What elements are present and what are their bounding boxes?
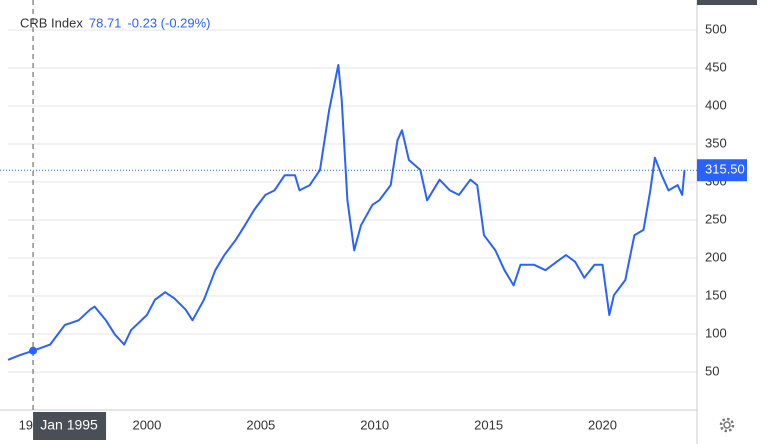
chart-title: CRB Index	[20, 15, 83, 30]
price-line	[7, 64, 686, 361]
settings-icon[interactable]	[719, 417, 735, 433]
crosshair-dot	[29, 346, 38, 355]
crosshair-x-box	[33, 412, 107, 440]
crosshair-x-label: Jan 1995	[40, 417, 98, 433]
y-tick-label: 400	[705, 97, 727, 112]
last-value-box	[697, 159, 747, 182]
crosshair-y-box	[697, 0, 757, 6]
last-value-label: 315.50	[705, 162, 745, 177]
y-tick-label: 350	[705, 135, 727, 150]
x-tick-label: 2000	[132, 417, 161, 432]
price-change: -0.23 (-0.29%)	[127, 15, 210, 30]
header: CRB Index 78.71 -0.23 (-0.29%)	[20, 15, 211, 30]
x-tick-label: 2010	[360, 417, 389, 432]
y-tick-label: 50	[705, 363, 719, 378]
y-tick-label: 250	[705, 211, 727, 226]
y-tick-label: 200	[705, 249, 727, 264]
y-tick-label: 450	[705, 59, 727, 74]
x-tick-label: 2005	[246, 417, 275, 432]
y-tick-label: 500	[705, 21, 727, 36]
x-tick-label: 2015	[474, 417, 503, 432]
y-tick-label: 150	[705, 287, 727, 302]
y-tick-label: 100	[705, 325, 727, 340]
x-tick-label: 2020	[588, 417, 617, 432]
last-price: 78.71	[89, 15, 122, 30]
